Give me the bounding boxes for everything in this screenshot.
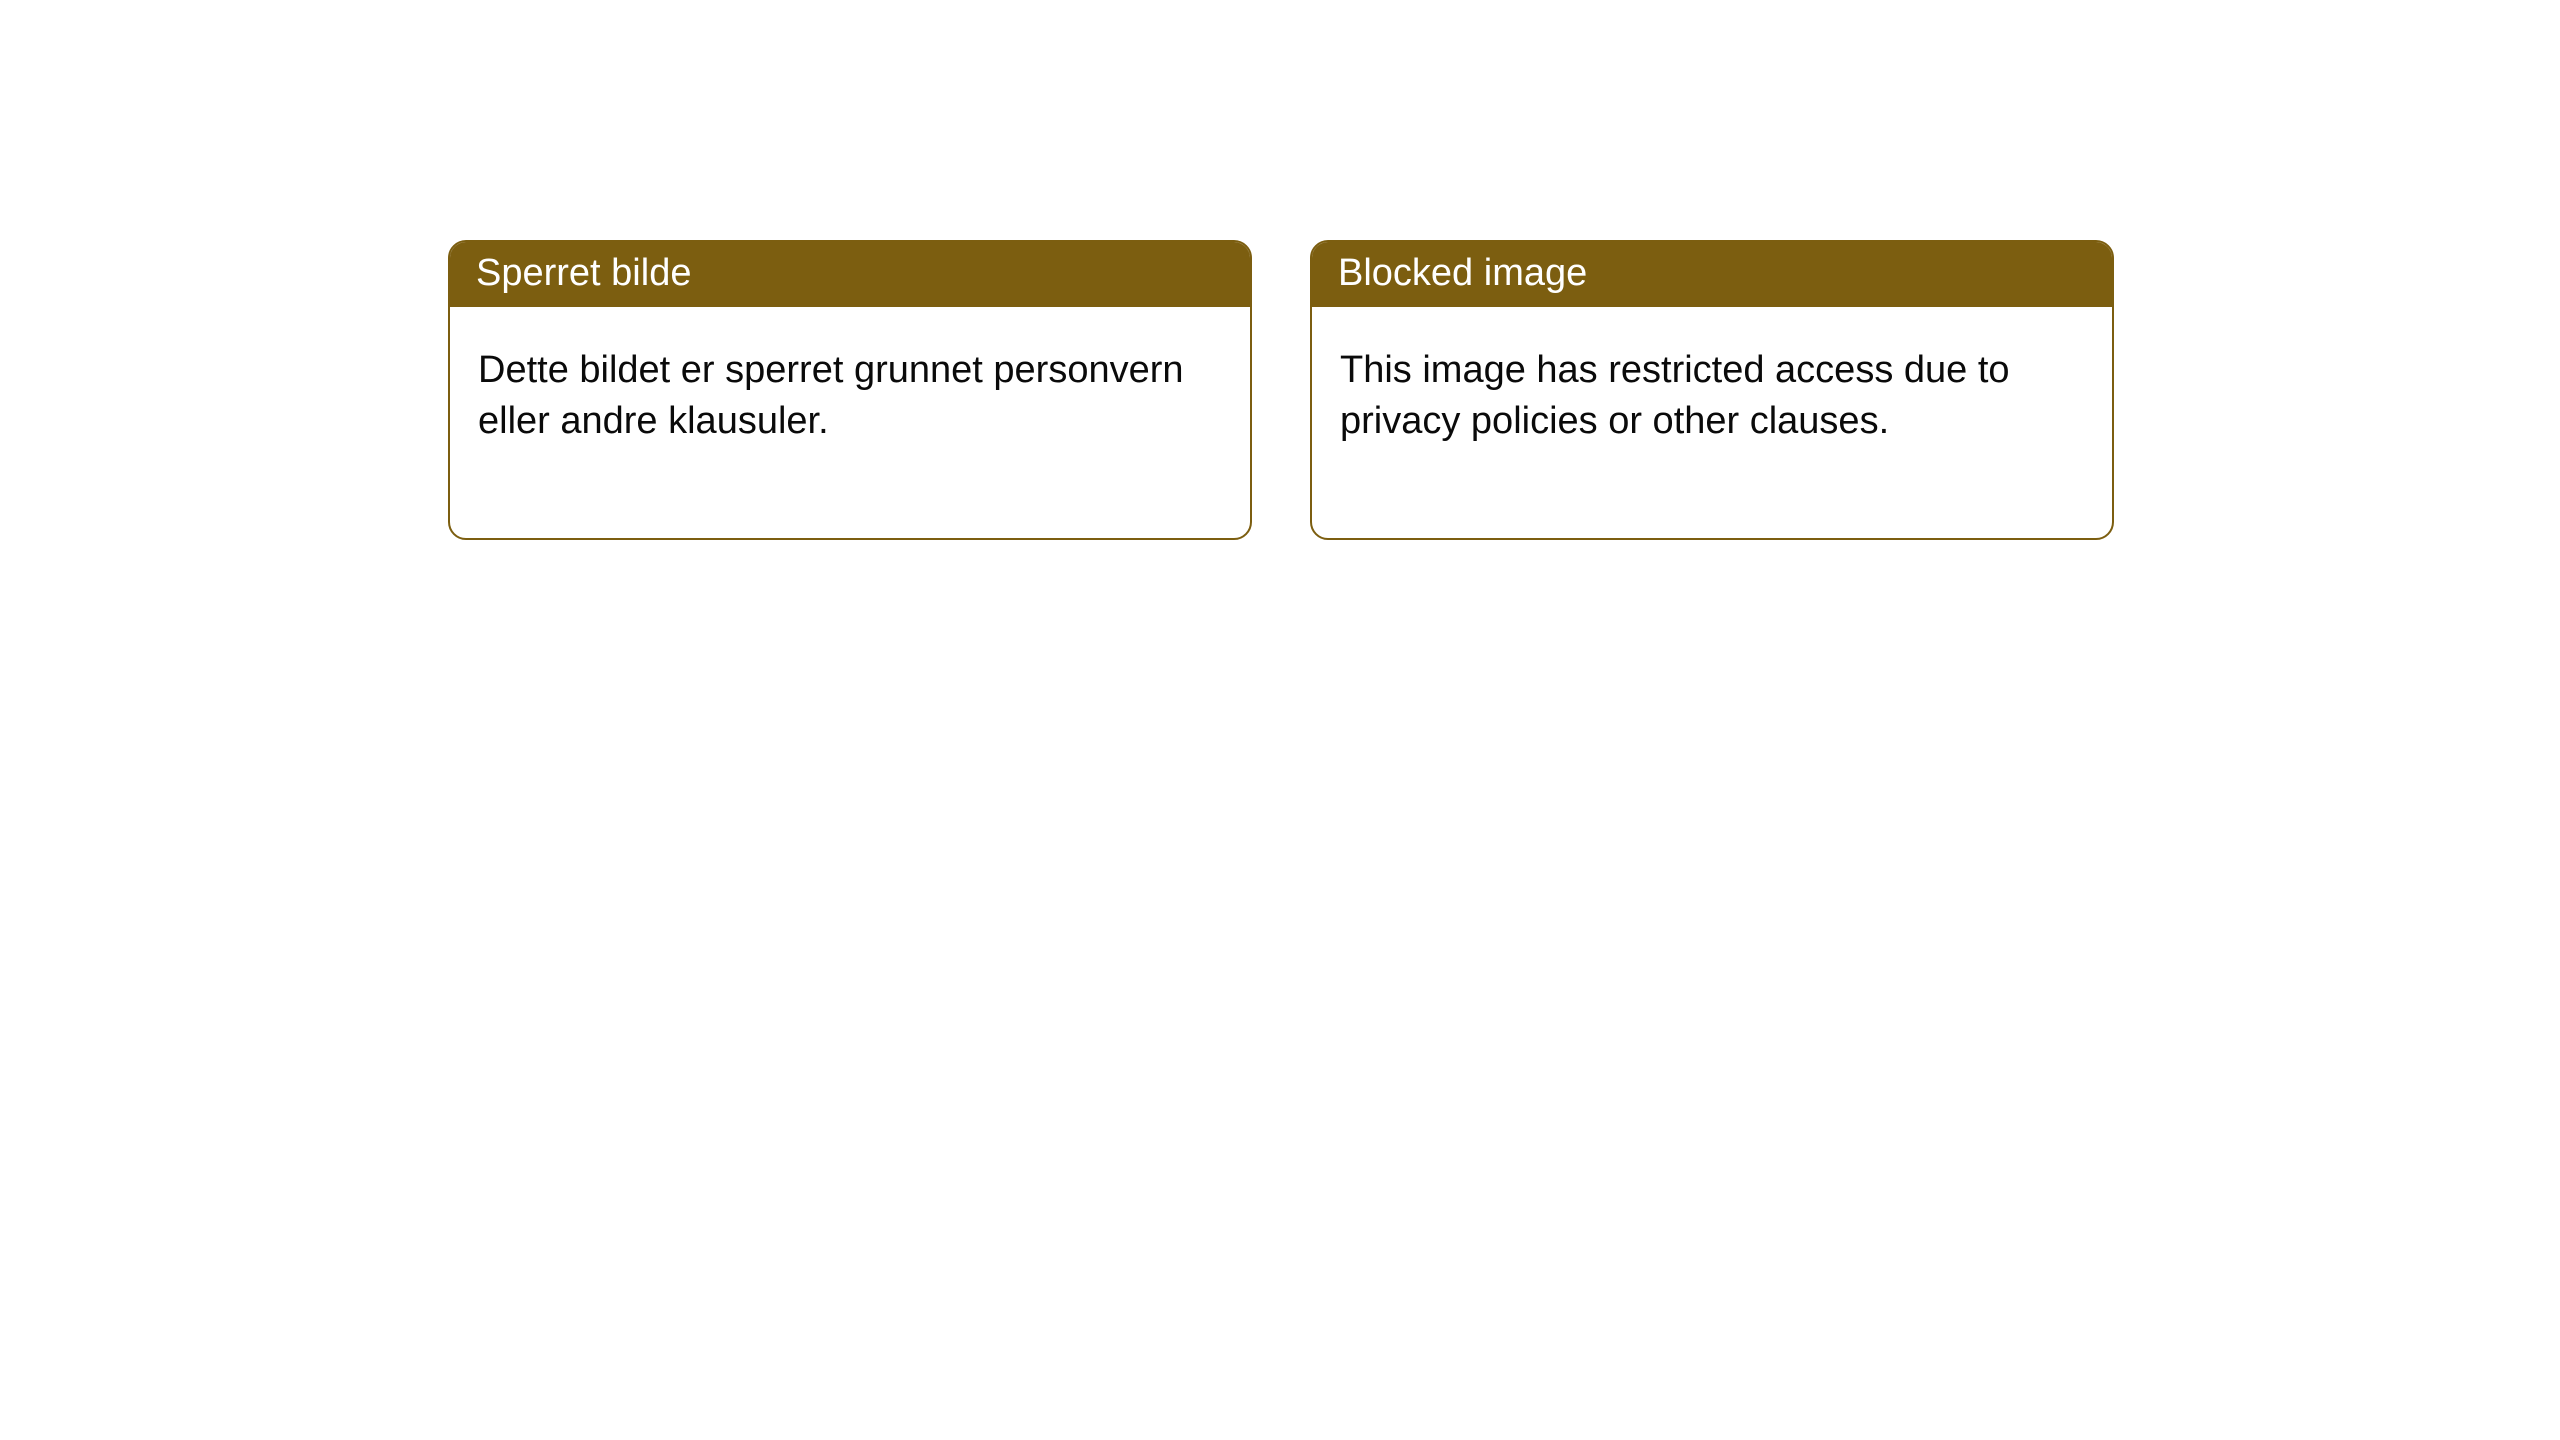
blocked-image-card-no: Sperret bilde Dette bildet er sperret gr… (448, 240, 1252, 540)
blocked-image-card-en: Blocked image This image has restricted … (1310, 240, 2114, 540)
card-header-no: Sperret bilde (450, 242, 1250, 307)
card-body-no: Dette bildet er sperret grunnet personve… (450, 307, 1250, 538)
card-header-en: Blocked image (1312, 242, 2112, 307)
notice-container: Sperret bilde Dette bildet er sperret gr… (0, 0, 2560, 540)
card-body-en: This image has restricted access due to … (1312, 307, 2112, 538)
